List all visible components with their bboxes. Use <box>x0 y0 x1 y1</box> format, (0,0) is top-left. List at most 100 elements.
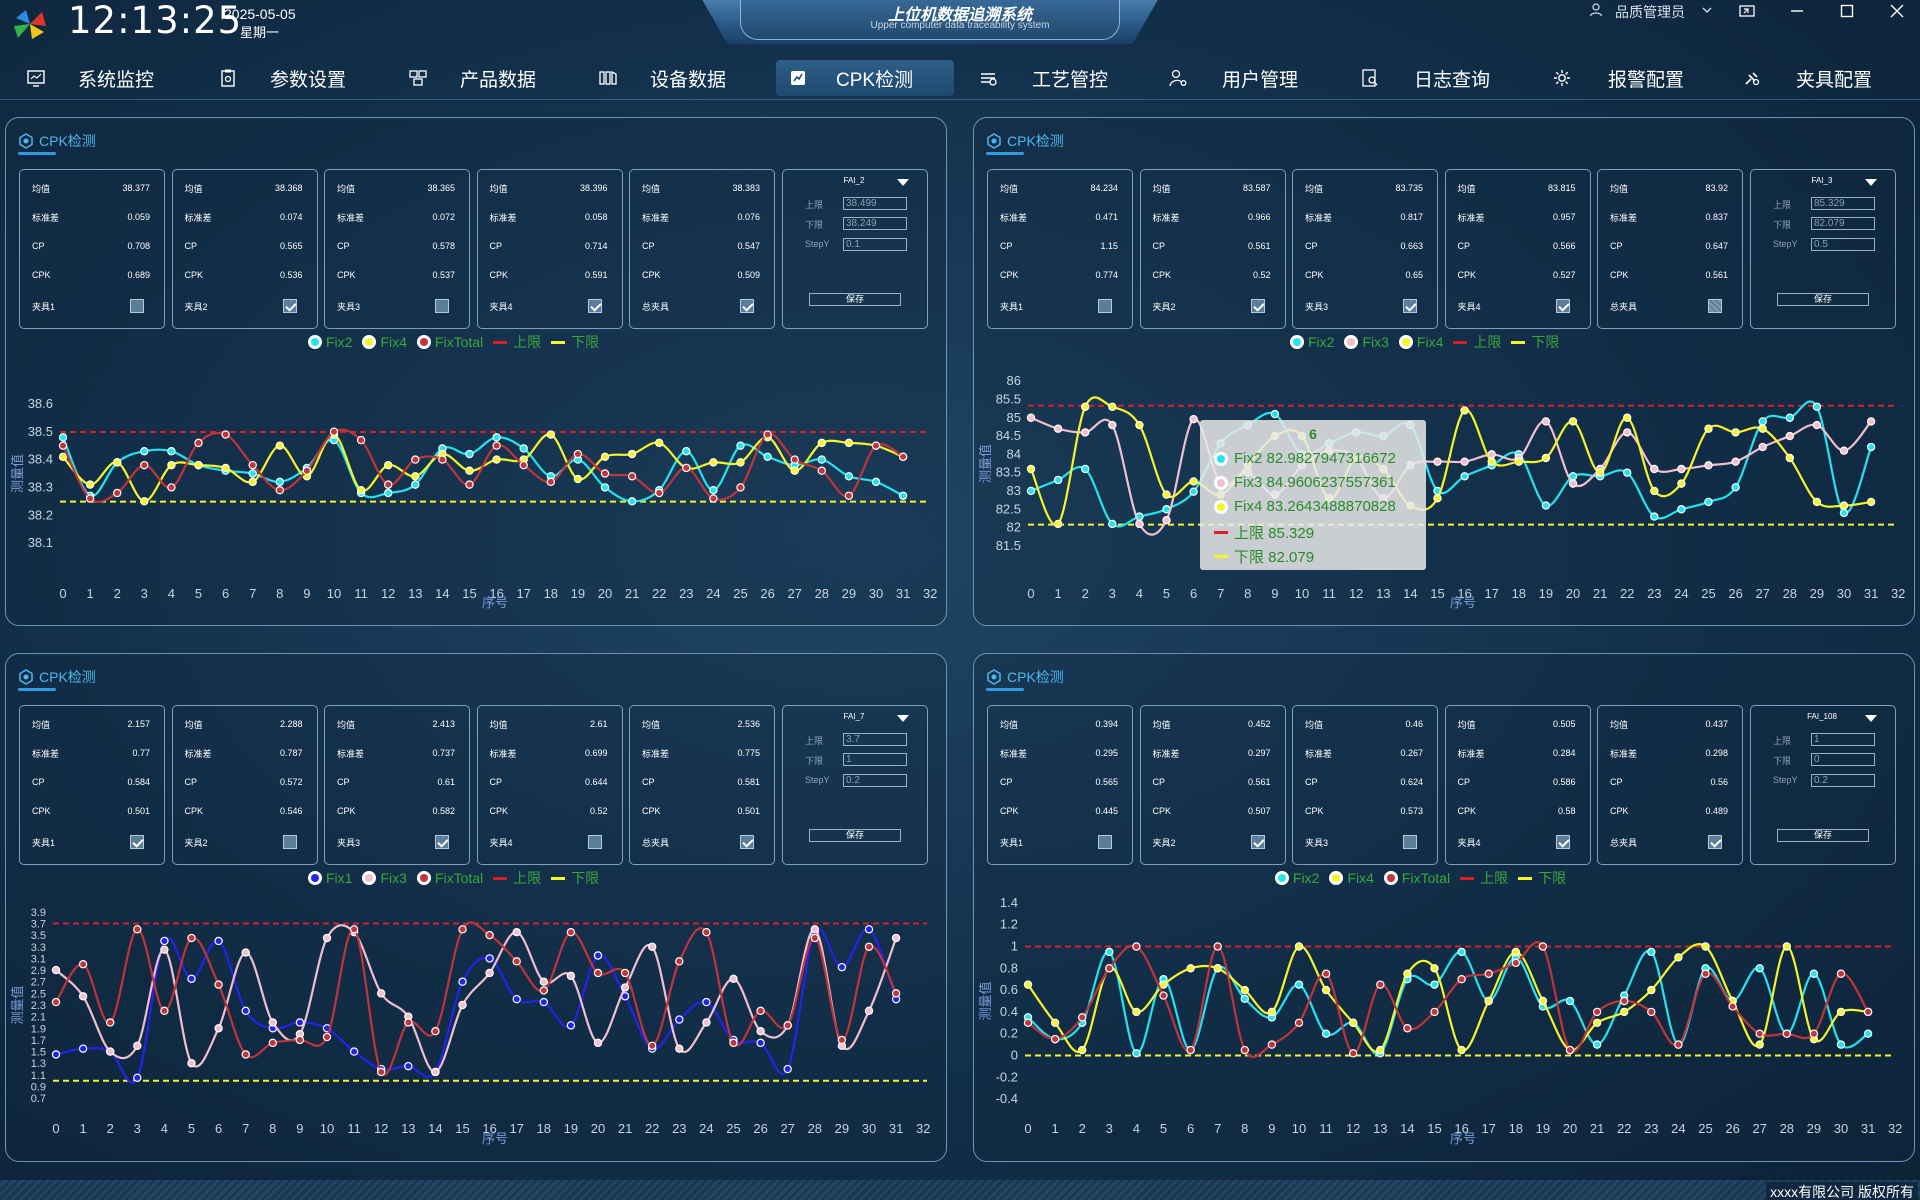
stat-label: CP <box>32 777 45 787</box>
tab-device-data[interactable]: 设备数据 <box>594 60 744 96</box>
dropdown-arrow-icon[interactable] <box>897 715 909 722</box>
upper-label: 上限 <box>1773 736 1792 746</box>
tab-product-data[interactable]: 产品数据 <box>404 60 554 96</box>
stepy-input[interactable]: 0.2 <box>843 774 907 787</box>
fixture-checkbox[interactable] <box>130 835 144 849</box>
fixture-checkbox[interactable] <box>435 299 449 313</box>
screen-cast-button[interactable] <box>1730 0 1764 22</box>
legend-item[interactable]: Fix2 <box>1275 870 1319 886</box>
upper-input[interactable]: 38.499 <box>843 197 907 210</box>
chevron-down-icon[interactable] <box>1702 6 1712 14</box>
fixture-checkbox[interactable] <box>1708 299 1722 313</box>
fixture-checkbox[interactable] <box>435 835 449 849</box>
user-menu[interactable]: 品质管理员 <box>1615 4 1685 20</box>
legend-item[interactable]: Fix4 <box>1398 334 1443 350</box>
legend-item[interactable]: FixTotal <box>416 334 483 350</box>
dropdown-arrow-icon[interactable] <box>1865 179 1877 186</box>
stat-row-std: 标准差 0.074 <box>185 210 303 224</box>
legend-item[interactable]: 上限 <box>1453 332 1501 352</box>
hexagon-icon <box>987 669 1001 685</box>
tab-param-settings[interactable]: 参数设置 <box>214 60 364 96</box>
fixture-checkbox[interactable] <box>1708 835 1722 849</box>
legend-item[interactable]: Fix2 <box>1290 334 1334 350</box>
legend-item[interactable]: 上限 <box>493 868 541 888</box>
tab-fixture-config[interactable]: 夹具配置 <box>1740 60 1890 96</box>
fixture-checkbox[interactable] <box>1403 299 1417 313</box>
upper-input[interactable]: 3.7 <box>843 733 907 746</box>
lower-input[interactable]: 82.079 <box>1811 217 1875 230</box>
stat-value: 0.775 <box>737 748 760 758</box>
legend-item[interactable]: FixTotal <box>1383 870 1450 886</box>
minimize-button[interactable] <box>1780 0 1814 22</box>
tab-system-monitor[interactable]: 系统监控 <box>22 60 172 96</box>
fixture-checkbox[interactable] <box>1403 835 1417 849</box>
limit-line-icon <box>1453 340 1468 344</box>
tab-alarm-config[interactable]: 报警配置 <box>1550 60 1700 96</box>
tab-process-control[interactable]: 工艺管控 <box>978 60 1128 96</box>
fai-select[interactable]: FAI_2 <box>843 176 865 185</box>
fixture-checkbox[interactable] <box>1098 299 1112 313</box>
legend-item[interactable]: 下限 <box>1511 332 1559 352</box>
lower-input[interactable]: 38.249 <box>843 217 907 230</box>
fai-select[interactable]: FAI_3 <box>1811 176 1833 185</box>
stat-label: 标准差 <box>1152 748 1180 759</box>
stepy-input[interactable]: 0.1 <box>843 238 907 251</box>
fixture-checkbox[interactable] <box>1250 835 1265 849</box>
stat-value: 0.547 <box>737 241 760 251</box>
fixture-checkbox[interactable] <box>282 835 297 849</box>
legend-item[interactable]: Fix4 <box>1329 870 1374 886</box>
tab-log-query[interactable]: 日志查询 <box>1358 60 1508 96</box>
legend-item[interactable]: Fix2 <box>308 334 352 350</box>
stat-value: 0.561 <box>1247 241 1271 251</box>
dropdown-arrow-icon[interactable] <box>897 179 909 186</box>
legend-item[interactable]: FixTotal <box>416 870 483 886</box>
hexagon-icon <box>19 669 33 685</box>
stat-row-mean: 均值 38.383 <box>642 181 760 195</box>
fixture-checkbox[interactable] <box>282 299 297 313</box>
fai-select[interactable]: FAI_7 <box>843 712 865 721</box>
stat-value: 0.284 <box>1552 748 1576 758</box>
stepy-input[interactable]: 0.5 <box>1811 238 1875 251</box>
fai-select[interactable]: FAI_108 <box>1807 712 1837 721</box>
lower-input[interactable]: 1 <box>843 753 907 766</box>
fixture-checkbox[interactable] <box>1098 835 1112 849</box>
fixture-checkbox[interactable] <box>740 835 754 849</box>
upper-input[interactable]: 1 <box>1811 733 1875 746</box>
legend-item[interactable]: Fix1 <box>308 870 352 886</box>
stat-label: 均值 <box>1610 183 1629 194</box>
legend-item[interactable]: 下限 <box>1518 868 1566 888</box>
save-button[interactable]: 保存 <box>809 829 901 842</box>
dropdown-arrow-icon[interactable] <box>1865 715 1877 722</box>
legend-item[interactable]: Fix3 <box>362 870 407 886</box>
tab-cpk[interactable]: CPK检测 <box>776 60 954 96</box>
stat-row-cpk: CPK 0.507 <box>1153 804 1271 818</box>
stat-row-cpk: CPK 0.689 <box>32 268 150 282</box>
upper-input[interactable]: 85.329 <box>1811 197 1875 210</box>
legend-item[interactable]: 下限 <box>551 332 599 352</box>
fixture-checkbox[interactable] <box>587 299 602 313</box>
legend-item[interactable]: 上限 <box>1460 868 1508 888</box>
tooltip-row-lower: 下限 82.079 <box>1214 546 1314 567</box>
fixture-checkbox[interactable] <box>587 835 602 849</box>
fixture-checkbox[interactable] <box>1555 835 1570 849</box>
stat-row-mean: 均值 0.46 <box>1305 717 1423 731</box>
save-button[interactable]: 保存 <box>809 293 901 306</box>
chart-tooltip: 6 Fix2 82.9827947316672 Fix3 84.96062375… <box>1200 420 1426 570</box>
save-button[interactable]: 保存 <box>1777 293 1869 306</box>
legend-item[interactable]: Fix3 <box>1344 334 1389 350</box>
legend-item[interactable]: 下限 <box>551 868 599 888</box>
maximize-button[interactable] <box>1830 0 1864 22</box>
close-button[interactable] <box>1880 0 1914 22</box>
save-button[interactable]: 保存 <box>1777 829 1869 842</box>
legend-item[interactable]: 上限 <box>493 332 541 352</box>
legend-item[interactable]: Fix4 <box>362 334 407 350</box>
lower-input[interactable]: 0 <box>1811 753 1875 766</box>
tab-user-management[interactable]: 用户管理 <box>1168 60 1318 96</box>
fixture-checkbox[interactable] <box>1555 299 1570 313</box>
stat-row-fixture: 夹具1 <box>32 835 150 849</box>
series-marker-icon <box>308 335 322 349</box>
stepy-input[interactable]: 0.2 <box>1811 774 1875 787</box>
fixture-checkbox[interactable] <box>1250 299 1265 313</box>
fixture-checkbox[interactable] <box>740 299 754 313</box>
fixture-checkbox[interactable] <box>130 299 144 313</box>
